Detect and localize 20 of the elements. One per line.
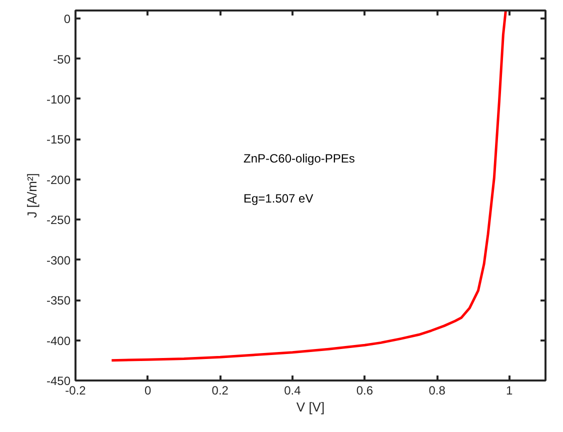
y-tick-label: -150	[46, 132, 71, 147]
y-tick-label: -300	[46, 253, 71, 268]
x-tick-label: 0.2	[212, 384, 229, 398]
x-tick-label: 0.6	[356, 384, 374, 398]
y-tick-label: -400	[46, 334, 71, 348]
x-tick-label: 0.4	[284, 384, 302, 398]
y-tick-label: 0	[64, 12, 71, 26]
x-tick-label: 1	[506, 384, 514, 398]
y-tick-label: -200	[46, 172, 71, 187]
y-tick-label: -350	[46, 294, 71, 308]
y-tick-label: -250	[46, 213, 71, 228]
x-tick-label: 0.8	[428, 384, 446, 398]
x-tick-label: 0	[144, 384, 152, 398]
y-tick-label: -100	[46, 92, 71, 106]
line-series	[110, 10, 507, 362]
annotation: ZnP-C60-oligo-PPEs	[244, 152, 355, 166]
annotation: Eg=1.507 eV	[244, 192, 314, 206]
y-tick-label: -50	[53, 52, 71, 66]
y-axis-title: J [A/m²]	[24, 173, 40, 218]
x-axis-title: V [V]	[296, 400, 325, 414]
